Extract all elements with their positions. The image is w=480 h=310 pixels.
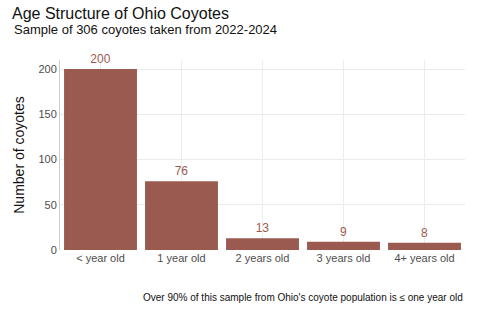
svg-text:< year old: < year old bbox=[76, 252, 125, 264]
svg-text:200: 200 bbox=[38, 63, 56, 75]
svg-text:2 years old: 2 years old bbox=[236, 252, 290, 264]
svg-text:3 years old: 3 years old bbox=[317, 252, 371, 264]
svg-text:9: 9 bbox=[340, 225, 347, 239]
svg-text:100: 100 bbox=[38, 153, 56, 165]
svg-text:1 year old: 1 year old bbox=[157, 252, 205, 264]
svg-text:200: 200 bbox=[90, 52, 110, 66]
svg-text:13: 13 bbox=[256, 221, 270, 235]
svg-text:Number of coyotes: Number of coyotes bbox=[11, 96, 27, 214]
svg-text:50: 50 bbox=[45, 199, 57, 211]
svg-text:150: 150 bbox=[38, 108, 56, 120]
svg-text:76: 76 bbox=[175, 164, 189, 178]
svg-text:0: 0 bbox=[51, 244, 57, 256]
svg-text:Over 90% of this sample from O: Over 90% of this sample from Ohio's coyo… bbox=[143, 292, 463, 303]
svg-text:8: 8 bbox=[421, 226, 428, 240]
svg-text:4+ years old: 4+ years old bbox=[394, 252, 454, 264]
svg-text:Sample of 306 coyotes taken fr: Sample of 306 coyotes taken from 2022-20… bbox=[14, 22, 277, 37]
svg-text:Age Structure of Ohio Coyotes: Age Structure of Ohio Coyotes bbox=[12, 5, 229, 22]
